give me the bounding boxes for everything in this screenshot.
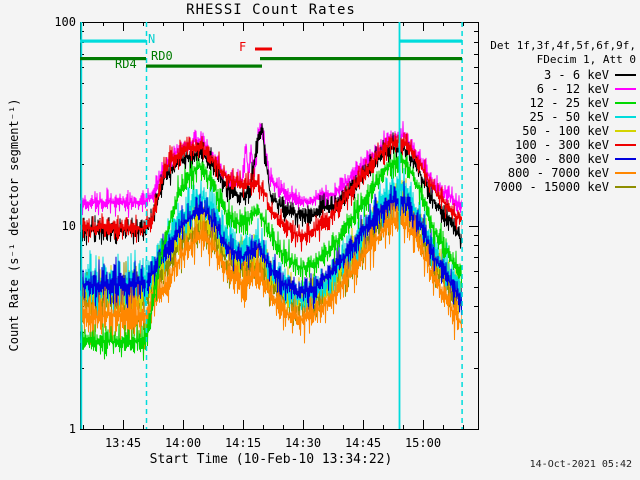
chart-title: RHESSI Count Rates [186, 2, 356, 18]
legend-color-swatch [615, 129, 636, 132]
axis-ticks [80, 22, 478, 430]
legend-entry: 50 - 100 keV [490, 123, 636, 138]
legend-entry: 300 - 800 keV [490, 151, 636, 166]
legend-entry: 6 - 12 keV [490, 81, 636, 96]
x-tick-label: 13:45 [104, 436, 142, 450]
x-tick-label: 14:00 [164, 436, 202, 450]
rd4-flag-label: RD4 [115, 57, 137, 71]
night-flag-bar [80, 39, 146, 43]
legend-entry-label: 50 - 100 keV [522, 124, 609, 138]
legend-entry-label: 3 - 6 keV [543, 68, 609, 82]
night-flag-bar [399, 39, 462, 43]
flare-flag-label: F [239, 40, 247, 54]
legend-color-swatch [615, 171, 636, 174]
legend-header: FDecim 1, Att 0 [536, 53, 636, 66]
x-axis-label: Start Time (10-Feb-10 13:34:22) [149, 452, 393, 467]
legend-color-swatch [615, 185, 636, 188]
x-tick-label: 15:00 [404, 436, 442, 450]
y-axis-label: Count Rate (s⁻¹ detector segment⁻¹) [7, 98, 21, 352]
legend-header: Det 1f,3f,4f,5f,6f,9f, [490, 39, 636, 52]
x-tick-label: 14:45 [344, 436, 382, 450]
rd0-flag-label: RD0 [151, 49, 173, 63]
legend-entry-label: 800 - 7000 keV [507, 166, 609, 180]
series-curves [80, 121, 462, 361]
legend-entry-label: 100 - 300 keV [515, 138, 609, 152]
legend-entry: 25 - 50 keV [490, 109, 636, 124]
rd0-flag-bar [80, 57, 146, 61]
legend-entry-label: 300 - 800 keV [515, 152, 609, 166]
legend-entry: 7000 - 15000 keV [490, 179, 636, 194]
rd0-flag-bar [260, 57, 462, 61]
legend-entry: 800 - 7000 keV [490, 165, 636, 180]
legend-entry: 12 - 25 keV [490, 95, 636, 110]
legend-entry-label: 25 - 50 keV [529, 110, 609, 124]
legend-entry: 3 - 6 keV [490, 67, 636, 82]
legend-entry: 100 - 300 keV [490, 137, 636, 152]
legend-entry-label: 7000 - 15000 keV [493, 180, 609, 194]
flag-bars [80, 39, 462, 68]
x-tick-label: 14:15 [224, 436, 262, 450]
legend-entry-label: 12 - 25 keV [529, 96, 609, 110]
legend-color-swatch [615, 87, 636, 90]
legend-color-swatch [615, 101, 636, 104]
x-tick-label: 14:30 [284, 436, 322, 450]
legend-color-swatch [615, 157, 636, 160]
legend: Det 1f,3f,4f,5f,6f,9f, FDecim 1, Att 0 3 -… [490, 39, 636, 194]
y-tick-label: 10 [61, 219, 76, 233]
y-tick-label: 1 [68, 422, 76, 436]
legend-entry-label: 6 - 12 keV [536, 82, 609, 96]
creation-timestamp: 14-Oct-2021 05:42 [529, 459, 632, 470]
y-tick-label: 100 [54, 15, 76, 29]
rd4-flag-bar [146, 64, 262, 68]
flag-vlines [80, 22, 463, 429]
legend-color-swatch [615, 115, 636, 118]
night-flag-label: N [148, 32, 156, 46]
legend-color-swatch [615, 73, 636, 76]
legend-color-swatch [615, 143, 636, 146]
flare-flag-bar [255, 47, 272, 51]
